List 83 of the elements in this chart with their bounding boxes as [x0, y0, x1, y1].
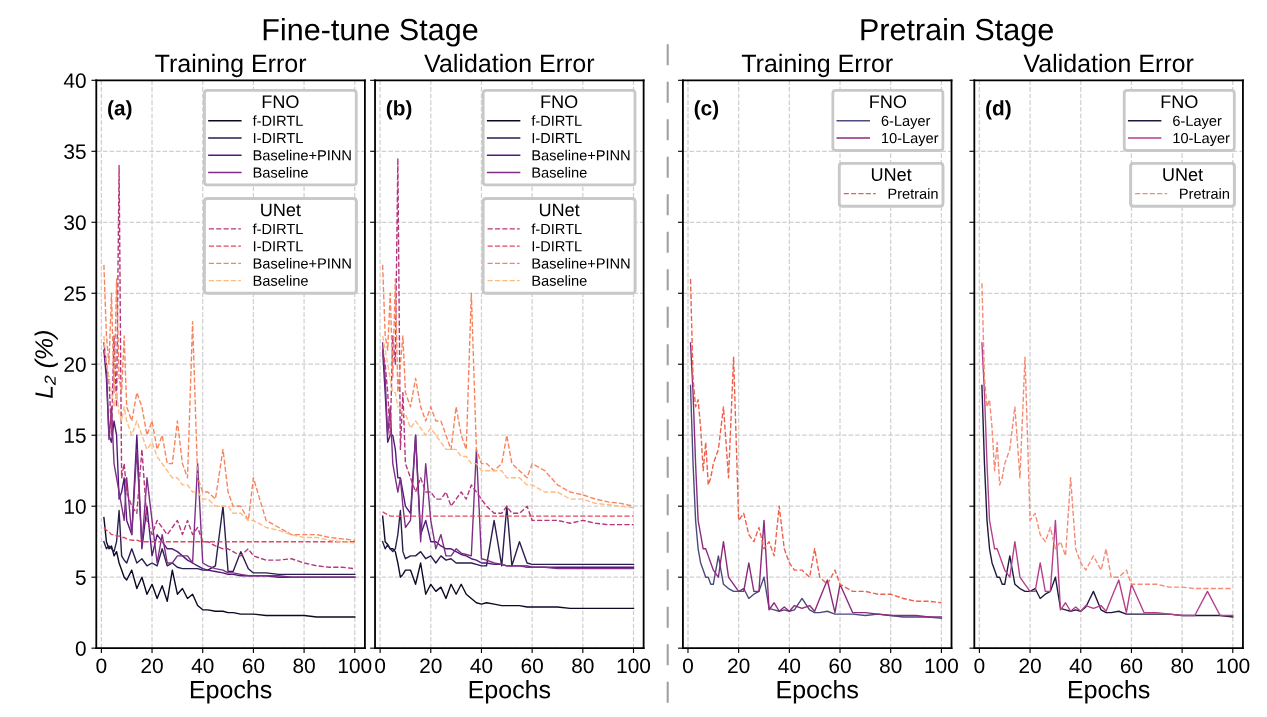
x-tick-label: 60 [242, 658, 265, 674]
y-tick-label: 20 [64, 357, 86, 372]
x-tick-label: 80 [293, 658, 315, 674]
x-tick-label: 0 [683, 658, 693, 674]
line-series [103, 516, 356, 618]
annotation: FNO [870, 95, 907, 109]
annotation: UNet [261, 203, 301, 217]
y-tick-label: 25 [64, 286, 86, 302]
legend-label: Pretrain [888, 188, 938, 199]
text: Pretrain Stage [861, 18, 1053, 47]
legend-label: Baseline+PINN [532, 149, 630, 161]
y-tick-label: 5 [75, 570, 86, 585]
x-tick-label: 40 [191, 658, 214, 674]
legend-label: I-DIRTL [253, 133, 303, 144]
legend-label: I-DIRTL [532, 133, 582, 144]
legend-label: 10-Layer [1173, 132, 1230, 147]
legend-label: Baseline [532, 167, 587, 178]
legend-label: Pretrain [1180, 188, 1229, 199]
text: Fine-tune Stage [263, 18, 478, 47]
annotation: (c) [694, 100, 719, 120]
y-tick-label: 40 [63, 73, 86, 89]
legend-label: f-DIRTL [252, 115, 303, 126]
y-tick-label: 30 [64, 215, 86, 231]
x-tick-label: 80 [572, 658, 594, 674]
x-axis-title: Epochs [190, 680, 272, 704]
x-tick-label: 40 [470, 658, 493, 674]
legend-label: 6-Layer [881, 115, 931, 129]
legend-label: Baseline [253, 275, 308, 286]
x-tick-label: 20 [420, 658, 442, 674]
x-tick-label: 0 [375, 658, 386, 674]
legend-label: Baseline+PINN [532, 257, 630, 269]
legend-label: Baseline+PINN [253, 257, 351, 269]
chart-title: Validation Error [1023, 53, 1194, 73]
x-tick-label: 20 [728, 658, 750, 674]
annotation: FNO [1161, 95, 1198, 109]
x-tick-label: 100 [338, 658, 372, 674]
annotation: UNet [539, 203, 580, 217]
y-tick-label: 15 [64, 428, 86, 443]
x-tick-label: 20 [1019, 658, 1041, 674]
legend-label: f-DIRTL [531, 115, 582, 126]
y-tick-label: 35 [64, 144, 86, 160]
chart-title: Training Error [155, 53, 307, 78]
line-series [103, 526, 356, 543]
x-tick-label: 80 [880, 658, 902, 674]
legend-label: Baseline [532, 275, 587, 286]
x-tick-label: 60 [829, 658, 851, 674]
annotation: UNet [1163, 168, 1203, 181]
x-tick-label: 40 [778, 658, 801, 674]
legend-label: Baseline+PINN [253, 149, 351, 161]
legend-label: f-DIRTL [252, 223, 303, 235]
x-tick-label: 100 [617, 658, 651, 674]
legend-label: 6-Layer [1173, 115, 1222, 129]
x-tick-label: 100 [1217, 658, 1250, 674]
annotation: (b) [386, 100, 412, 120]
annotation: FNO [541, 95, 578, 109]
x-tick-label: 0 [96, 658, 107, 674]
annotation: (d) [986, 100, 1011, 120]
line-series [103, 164, 356, 570]
x-tick-label: 0 [974, 658, 985, 674]
chart-title: Validation Error [424, 53, 595, 73]
x-tick-label: 80 [1171, 658, 1193, 674]
line-series [103, 505, 356, 576]
x-axis-title: Epochs [469, 680, 551, 704]
annotation: (a) [108, 100, 132, 120]
y-tick-label: 10 [64, 499, 86, 514]
y-tick-label: 0 [75, 641, 86, 656]
x-tick-label: 40 [1069, 658, 1092, 674]
y-axis-title: L₂ (%) [34, 331, 58, 399]
annotation: UNet [871, 168, 912, 181]
legend-label: I-DIRTL [532, 241, 582, 252]
chart-title: Training Error [741, 53, 893, 78]
x-tick-label: 60 [1120, 658, 1143, 674]
x-axis-title: Epochs [777, 680, 859, 704]
legend-label: I-DIRTL [253, 241, 303, 252]
annotation: FNO [262, 95, 299, 109]
legend-label: f-DIRTL [531, 223, 582, 235]
legend-label: Baseline [253, 167, 308, 178]
x-axis-title: Epochs [1068, 680, 1150, 704]
x-tick-label: 100 [925, 658, 958, 674]
x-tick-label: 20 [141, 658, 163, 674]
x-tick-label: 60 [521, 658, 543, 674]
line-series [103, 335, 356, 544]
legend-label: 10-Layer [882, 132, 939, 147]
